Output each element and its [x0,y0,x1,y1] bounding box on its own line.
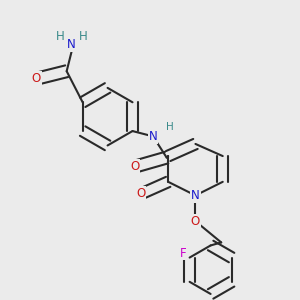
Text: O: O [136,188,146,200]
Text: F: F [180,247,187,260]
Text: H: H [166,122,174,132]
Text: O: O [191,215,200,228]
Text: O: O [32,72,41,85]
Text: N: N [191,189,200,202]
Text: N: N [149,130,158,143]
Text: H: H [79,30,88,43]
Text: N: N [67,38,76,51]
Text: H: H [56,30,65,43]
Text: O: O [130,160,140,173]
